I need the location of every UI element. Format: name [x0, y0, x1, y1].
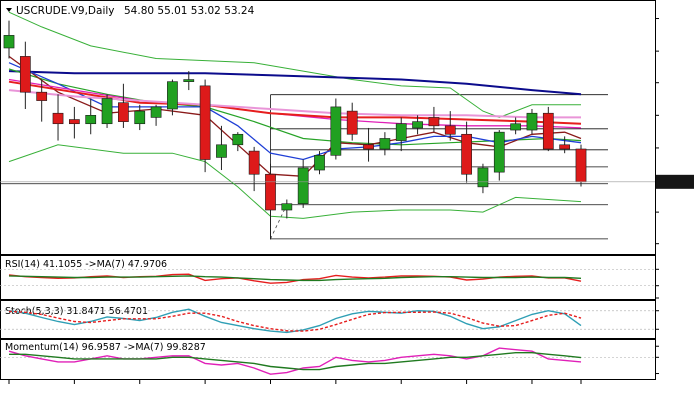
candle-body [248, 150, 260, 175]
candle-body [85, 115, 97, 125]
candle-body [232, 133, 244, 146]
candle-body [297, 167, 309, 205]
candle-body [526, 112, 538, 131]
candle-body [314, 155, 325, 171]
rsi-panel: RSI(14) 41.1055 ->MA(7) 47.9706 [0, 255, 659, 300]
candle-body [19, 56, 31, 93]
stochastic-panel-frame [0, 300, 656, 339]
rsi-title: RSI(14) 41.1055 ->MA(7) 47.9706 [5, 259, 167, 270]
momentum-title: Momentum(14) 96.9587 ->MA(7) 99.8287 [5, 342, 206, 353]
candle-body [575, 148, 587, 183]
rsi-panel-frame [0, 255, 656, 300]
candle-body [101, 98, 113, 125]
momentum-panel-frame [0, 339, 656, 380]
candle-body [281, 203, 293, 211]
last-price-badge [656, 174, 694, 189]
candle-body [36, 91, 48, 101]
candle-body [477, 167, 489, 188]
candle-body [118, 102, 129, 122]
menu-arrow-icon [6, 8, 12, 12]
x-axis [8, 380, 582, 384]
indicator-series-line [8, 275, 582, 282]
price-panel-frame [0, 0, 656, 255]
candle-body [150, 106, 162, 118]
indicator-series-line [8, 308, 582, 334]
fibonacci-trend-line [270, 204, 288, 240]
stochastic-title: Stoch(5,3,3) 31.8471 56.4701 [5, 306, 148, 317]
candle-body [444, 125, 456, 135]
candle-body [199, 85, 211, 160]
candle-body [412, 121, 423, 129]
candle-body [493, 131, 505, 173]
candle-body [330, 106, 342, 156]
candle-body [183, 79, 195, 82]
moving-average-line [8, 89, 581, 119]
candle-body [542, 112, 554, 150]
ohlc-values: 54.80 55.01 53.02 53.24 [124, 5, 255, 17]
candle-body [379, 138, 391, 150]
candle-body [69, 119, 80, 125]
candle-body [559, 144, 571, 150]
candle-body [134, 110, 146, 125]
stochastic-panel: Stoch(5,3,3) 31.8471 56.4701 [0, 300, 659, 339]
indicator-series-line [8, 310, 582, 332]
candle-body [216, 144, 227, 158]
candle-body [363, 144, 374, 150]
candle-body [167, 81, 178, 110]
candle-body [461, 133, 472, 175]
symbol-title: USCRUDE.V9,Daily [16, 5, 115, 17]
candle-body [395, 123, 407, 141]
candle-body [346, 110, 358, 135]
candle-body [265, 173, 276, 211]
momentum-panel: Momentum(14) 96.9587 ->MA(7) 99.8287 [0, 339, 659, 380]
candle-body [52, 112, 64, 125]
indicator-series-line [8, 347, 582, 375]
indicator-series-line [9, 352, 582, 371]
candle-body [510, 123, 521, 131]
moving-average-line [8, 70, 582, 96]
candle-body [428, 117, 440, 127]
indicator-series-line [8, 273, 582, 284]
candle-body [3, 35, 15, 49]
price-panel: USCRUDE.V9,Daily 54.80 55.01 53.02 53.24 [0, 0, 694, 255]
